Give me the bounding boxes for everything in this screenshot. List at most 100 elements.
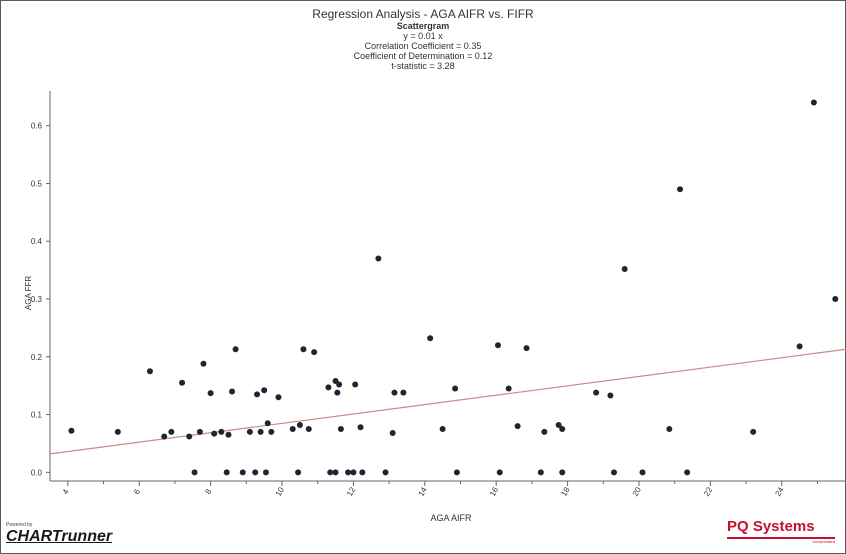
data-point — [677, 186, 684, 193]
data-point — [300, 346, 307, 353]
data-point — [514, 423, 521, 430]
x-tick-label: 14 — [417, 485, 430, 498]
data-point — [327, 469, 334, 476]
pq-systems-tagline: Incorporated — [812, 539, 835, 544]
t-statistic: t-statistic = 3.28 — [391, 61, 455, 71]
chart-title: Regression Analysis - AGA AIFR vs. FIFR — [312, 7, 534, 21]
data-point — [305, 426, 312, 432]
data-point — [621, 265, 628, 272]
x-tick-label: 12 — [345, 485, 358, 498]
data-point — [345, 469, 352, 476]
data-point — [196, 428, 203, 435]
data-point — [400, 389, 407, 396]
data-point — [593, 389, 600, 396]
pq-systems-logo-text: PQ Systems — [727, 518, 815, 535]
data-point — [357, 424, 364, 431]
data-point — [211, 430, 218, 437]
y-tick-label: 0.2 — [31, 353, 43, 362]
data-point — [607, 392, 614, 399]
data-point — [391, 389, 398, 396]
y-tick-label: 0.0 — [31, 468, 43, 477]
chartrunner-logo: Powered by CHARTrunner — [6, 522, 112, 546]
data-point — [168, 428, 175, 435]
data-point — [427, 335, 434, 342]
data-point — [261, 387, 268, 394]
powered-by-text: Powered by — [6, 522, 33, 528]
data-point — [268, 428, 275, 435]
coefficient-of-determination: Coefficient of Determination = 0.12 — [353, 51, 493, 61]
data-point — [325, 384, 332, 391]
data-point — [275, 394, 282, 401]
x-tick-label: 6 — [132, 487, 142, 496]
chartrunner-logo-text: CHARTrunner — [6, 528, 113, 545]
x-tick-label: 4 — [61, 487, 71, 496]
data-point — [223, 469, 230, 476]
data-point — [559, 426, 566, 432]
plot-area: 0.0 0.1 0.2 0.3 0.4 0.5 0.6 4 6 8 10 12 14 16 18 20 22 24 — [31, 91, 846, 498]
data-point — [146, 368, 153, 375]
data-point — [639, 469, 646, 476]
data-point — [496, 469, 503, 476]
data-point — [229, 388, 236, 395]
data-point — [68, 427, 75, 434]
data-point — [334, 389, 341, 396]
data-point — [382, 469, 389, 476]
regression-line — [49, 348, 846, 455]
x-tick-label: 22 — [702, 485, 715, 498]
data-point — [218, 428, 225, 435]
data-point — [494, 342, 501, 349]
y-tick-label: 0.6 — [31, 122, 43, 131]
data-point — [555, 421, 562, 428]
data-point — [389, 430, 396, 437]
data-point — [191, 469, 198, 476]
data-point — [262, 469, 269, 476]
regression-equation: y = 0.01 x — [403, 31, 443, 41]
chart-subtitle: Scattergram — [396, 21, 450, 31]
data-point — [375, 255, 382, 262]
data-point — [452, 385, 459, 392]
data-point — [161, 433, 168, 440]
data-point — [453, 469, 460, 476]
correlation-coefficient: Correlation Coefficient = 0.35 — [364, 41, 482, 51]
data-point — [232, 346, 239, 353]
data-point — [559, 469, 566, 476]
data-point — [750, 428, 757, 435]
data-point — [239, 469, 246, 476]
data-point — [337, 426, 344, 432]
x-tick-label: 20 — [631, 485, 644, 498]
data-point — [541, 428, 548, 435]
data-point — [684, 469, 691, 476]
data-point — [505, 385, 512, 392]
data-point — [537, 469, 544, 476]
chart-header: Regression Analysis - AGA AIFR vs. FIFR … — [0, 7, 846, 72]
data-point — [264, 420, 271, 427]
data-point — [352, 381, 359, 388]
x-tick-label: 24 — [773, 485, 786, 498]
data-point — [186, 433, 193, 440]
x-axis-label: AGA AIFR — [430, 513, 472, 523]
x-tick-label: 10 — [274, 485, 287, 498]
y-tick-label: 0.4 — [31, 237, 43, 246]
data-point — [289, 426, 296, 432]
data-point — [200, 360, 207, 367]
data-point — [336, 381, 343, 388]
data-point — [359, 469, 366, 476]
data-point — [810, 99, 817, 106]
data-point — [832, 296, 839, 302]
data-point — [523, 345, 530, 352]
y-axis-label: AGA FFR — [24, 276, 33, 310]
data-point — [246, 428, 253, 435]
x-tick-label: 16 — [488, 485, 501, 498]
data-point — [225, 431, 232, 438]
data-point — [179, 379, 186, 386]
y-tick-label: 0.1 — [31, 411, 43, 420]
x-tick-label: 18 — [559, 485, 572, 498]
data-point — [296, 421, 303, 428]
pq-systems-logo-bar — [727, 537, 835, 539]
data-point — [439, 426, 446, 432]
data-point — [666, 426, 673, 432]
y-tick-label: 0.5 — [31, 179, 43, 188]
pq-systems-logo: PQ Systems Incorporated — [727, 518, 835, 545]
data-point — [332, 469, 339, 476]
